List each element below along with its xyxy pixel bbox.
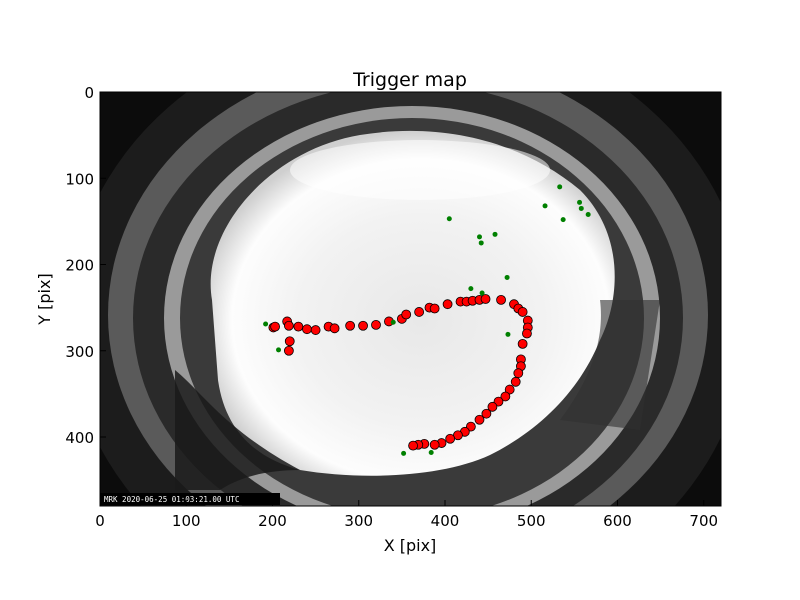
y-axis: 0 100 200 300 400 <box>65 84 106 447</box>
trigger-point-red <box>358 320 368 331</box>
trigger-point-green <box>477 234 482 240</box>
trigger-point-green <box>504 274 510 280</box>
trigger-point-green <box>557 184 563 190</box>
x-tick-label: 600 <box>603 512 632 530</box>
trigger-point-green <box>468 286 474 292</box>
trigger-point-red <box>284 336 295 347</box>
x-axis-label: X [pix] <box>384 536 437 555</box>
trigger-point-green <box>276 347 282 353</box>
trigger-point-red <box>414 307 425 317</box>
trigger-point-red <box>480 294 491 304</box>
x-axis: 0 100 200 300 400 500 600 700 <box>95 500 718 530</box>
x-tick-label: 400 <box>431 512 460 530</box>
trigger-point-red <box>474 414 485 425</box>
trigger-point-red <box>329 323 340 334</box>
x-tick-label: 0 <box>95 512 105 530</box>
trigger-point-red <box>283 345 294 356</box>
trigger-point-red <box>513 368 524 379</box>
trigger-point-red <box>481 408 492 419</box>
timestamp-stamp: MRK 2020-06-25 01:03:21.00 UTC <box>104 495 239 504</box>
trigger-point-red <box>504 384 515 395</box>
trigger-point-green <box>505 331 511 337</box>
trigger-point-red <box>487 401 498 412</box>
trigger-points <box>263 184 591 456</box>
trigger-point-red <box>429 439 440 450</box>
x-tick-label: 100 <box>172 512 201 530</box>
trigger-point-red <box>310 325 321 335</box>
trigger-point-green <box>578 205 584 211</box>
trigger-point-red <box>517 338 528 349</box>
trigger-point-green <box>479 290 485 296</box>
trigger-point-red <box>283 320 294 331</box>
x-tick-label: 200 <box>258 512 287 530</box>
trigger-point-red <box>401 309 412 320</box>
trigger-point-red <box>522 328 532 339</box>
trigger-point-green <box>577 199 583 205</box>
trigger-point-green <box>542 203 548 209</box>
trigger-point-green <box>492 231 498 237</box>
x-tick-label: 500 <box>517 512 546 530</box>
x-tick-label: 700 <box>689 512 718 530</box>
trigger-point-green <box>446 216 452 222</box>
chart-title: Trigger map <box>352 69 467 91</box>
trigger-point-red <box>496 294 506 305</box>
trigger-point-red <box>408 440 418 451</box>
y-tick-label: 200 <box>65 257 94 275</box>
trigger-point-green <box>560 217 566 223</box>
y-tick-label: 0 <box>84 84 94 102</box>
trigger-point-red <box>371 319 381 330</box>
trigger-point-red <box>510 376 521 387</box>
y-tick-label: 100 <box>65 170 94 188</box>
plot-frame <box>99 91 722 507</box>
trigger-point-green <box>263 321 269 327</box>
x-tick-label: 300 <box>344 512 373 530</box>
trigger-point-red <box>429 303 440 314</box>
trigger-point-red <box>293 321 304 332</box>
trigger-point-red <box>445 433 456 444</box>
trigger-point-green <box>390 319 396 325</box>
trigger-point-green <box>428 450 434 456</box>
trigger-point-green <box>401 450 407 456</box>
trigger-point-green <box>585 211 591 217</box>
trigger-point-red <box>345 320 356 331</box>
trigger-point-red <box>442 299 453 310</box>
trigger-point-red <box>500 391 511 402</box>
trigger-point-red <box>270 321 280 332</box>
trigger-point-red <box>302 324 312 335</box>
y-tick-label: 400 <box>65 429 94 447</box>
trigger-point-red <box>517 307 528 317</box>
y-tick-label: 300 <box>65 343 94 361</box>
trigger-point-green <box>478 240 484 246</box>
y-axis-label: Y [pix] <box>35 273 54 325</box>
